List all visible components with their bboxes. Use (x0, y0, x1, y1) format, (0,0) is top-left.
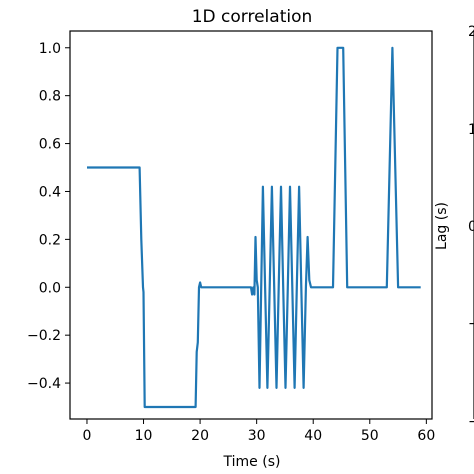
x-axis-ticks: 0 10 20 30 40 50 60 (83, 419, 435, 444)
plot-area: 0 10 20 30 40 50 60 −0.4 −0.2 0.0 0.2 0.4 0.6 0.8 1.0 (27, 30, 435, 444)
right-axis-tick-label: 2 (468, 24, 474, 40)
right-axis-tick-label: −2 (468, 414, 474, 430)
x-axis-label: Time (s) (223, 454, 281, 470)
y-tick-label: 1.0 (39, 41, 61, 57)
y-tick-label: 0.6 (39, 137, 61, 153)
y-tick-label: 0.0 (39, 280, 61, 296)
x-tick-label: 30 (248, 428, 266, 444)
y-tick-label: −0.4 (27, 376, 61, 392)
y-tick-label: 0.2 (39, 232, 61, 248)
y-tick-label: 0.4 (39, 184, 61, 200)
chart-title: 1D correlation (192, 7, 313, 27)
right-axis-tick-label: 1 (468, 122, 474, 138)
x-tick-label: 0 (83, 428, 92, 444)
right-axis-tick-label: −1 (468, 316, 474, 332)
x-tick-label: 60 (417, 428, 435, 444)
x-tick-label: 10 (135, 428, 153, 444)
right-axis-ticks: 2 1 0 −1 −2 (468, 24, 474, 430)
x-tick-label: 40 (304, 428, 322, 444)
y-tick-label: 0.8 (39, 89, 61, 105)
axes-frame (69, 30, 433, 420)
y-tick-label: −0.2 (27, 328, 61, 344)
right-axis: 2 1 0 −1 −2 Lag (s) (434, 24, 474, 430)
right-axis-tick-label: 0 (468, 219, 474, 235)
x-tick-label: 50 (361, 428, 379, 444)
y-axis-ticks: −0.4 −0.2 0.0 0.2 0.4 0.6 0.8 1.0 (27, 41, 70, 392)
x-tick-label: 20 (191, 428, 209, 444)
right-axis-label: Lag (s) (434, 202, 450, 250)
series-line (87, 46, 421, 409)
